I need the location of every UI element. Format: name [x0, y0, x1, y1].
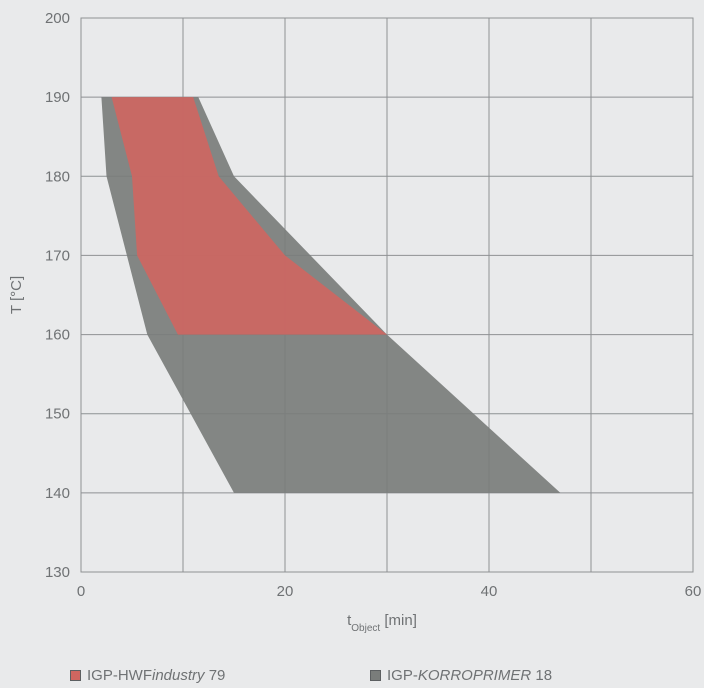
y-tick-label: 190 [45, 89, 70, 106]
y-tick-label: 150 [45, 406, 70, 423]
legend-label-korroprimer: IGP-KORROPRIMER 18 [387, 667, 553, 684]
y-tick-label: 160 [45, 327, 70, 344]
y-tick-label: 170 [45, 247, 70, 264]
legend-label-hwfindustry: IGP-HWFindustry 79 [87, 667, 226, 684]
legend-item-hwfindustry: IGP-HWFindustry 79 [70, 667, 225, 684]
x-axis-label: tObject [min] [347, 612, 417, 634]
y-tick-label: 180 [45, 168, 70, 185]
y-tick-label: 200 [45, 10, 70, 27]
series-area-hwfindustry [111, 97, 387, 335]
y-axis-label: T [°C] [8, 276, 25, 314]
legend-item-korroprimer: IGP-KORROPRIMER 18 [370, 667, 552, 684]
legend-swatch-hwfindustry [70, 670, 81, 681]
y-tick-label: 130 [45, 564, 70, 581]
x-tick-label: 20 [277, 583, 294, 600]
x-tick-label: 60 [685, 583, 702, 600]
y-tick-label: 140 [45, 485, 70, 502]
legend: IGP-HWFindustry 79 IGP-KORROPRIMER 18 [70, 667, 690, 687]
x-tick-label: 0 [77, 583, 85, 600]
legend-swatch-korroprimer [370, 670, 381, 681]
x-tick-label: 40 [481, 583, 498, 600]
